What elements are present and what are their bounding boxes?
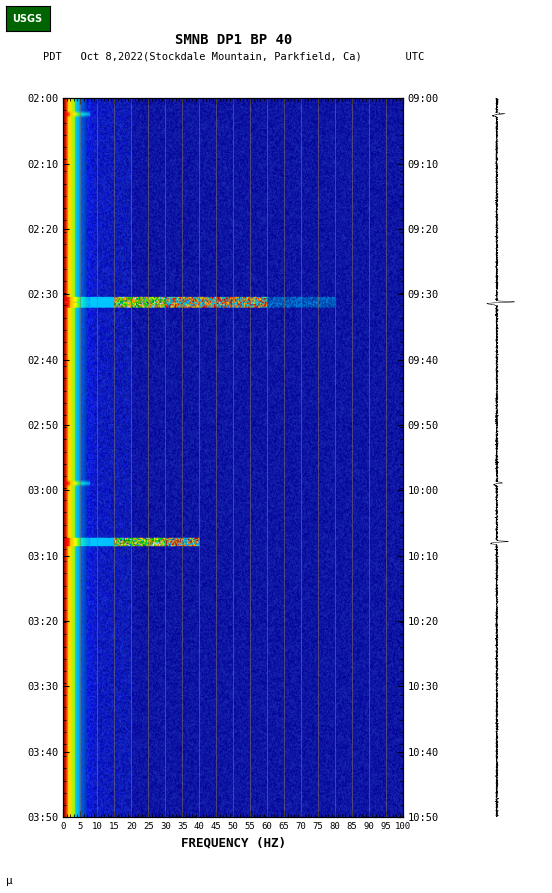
Text: SMNB DP1 BP 40: SMNB DP1 BP 40 — [174, 33, 292, 47]
Text: USGS: USGS — [13, 13, 43, 24]
X-axis label: FREQUENCY (HZ): FREQUENCY (HZ) — [181, 837, 286, 849]
Text: μ: μ — [6, 876, 12, 886]
Text: PDT   Oct 8,2022(Stockdale Mountain, Parkfield, Ca)       UTC: PDT Oct 8,2022(Stockdale Mountain, Parkf… — [43, 51, 424, 62]
